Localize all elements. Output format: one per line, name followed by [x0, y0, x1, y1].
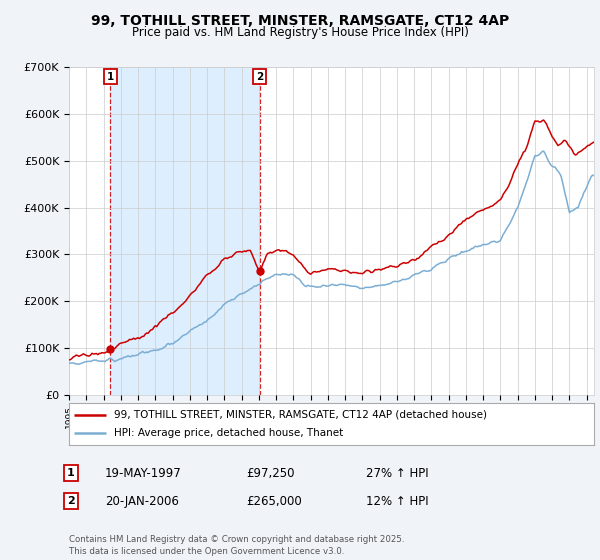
Text: 1: 1 [67, 468, 74, 478]
Text: Contains HM Land Registry data © Crown copyright and database right 2025.
This d: Contains HM Land Registry data © Crown c… [69, 535, 404, 556]
Text: 2: 2 [67, 496, 74, 506]
Text: Price paid vs. HM Land Registry's House Price Index (HPI): Price paid vs. HM Land Registry's House … [131, 26, 469, 39]
Text: 99, TOTHILL STREET, MINSTER, RAMSGATE, CT12 4AP: 99, TOTHILL STREET, MINSTER, RAMSGATE, C… [91, 14, 509, 28]
Text: 99, TOTHILL STREET, MINSTER, RAMSGATE, CT12 4AP (detached house): 99, TOTHILL STREET, MINSTER, RAMSGATE, C… [113, 410, 487, 420]
Text: 1: 1 [106, 72, 113, 82]
Text: 20-JAN-2006: 20-JAN-2006 [105, 494, 179, 508]
Bar [110, 67, 260, 395]
Text: £97,250: £97,250 [246, 466, 295, 480]
Text: 19-MAY-1997: 19-MAY-1997 [105, 466, 182, 480]
Text: HPI: Average price, detached house, Thanet: HPI: Average price, detached house, Than… [113, 428, 343, 438]
Text: 12% ↑ HPI: 12% ↑ HPI [366, 494, 428, 508]
Text: 2: 2 [256, 72, 263, 82]
Text: £265,000: £265,000 [246, 494, 302, 508]
Text: 27% ↑ HPI: 27% ↑ HPI [366, 466, 428, 480]
